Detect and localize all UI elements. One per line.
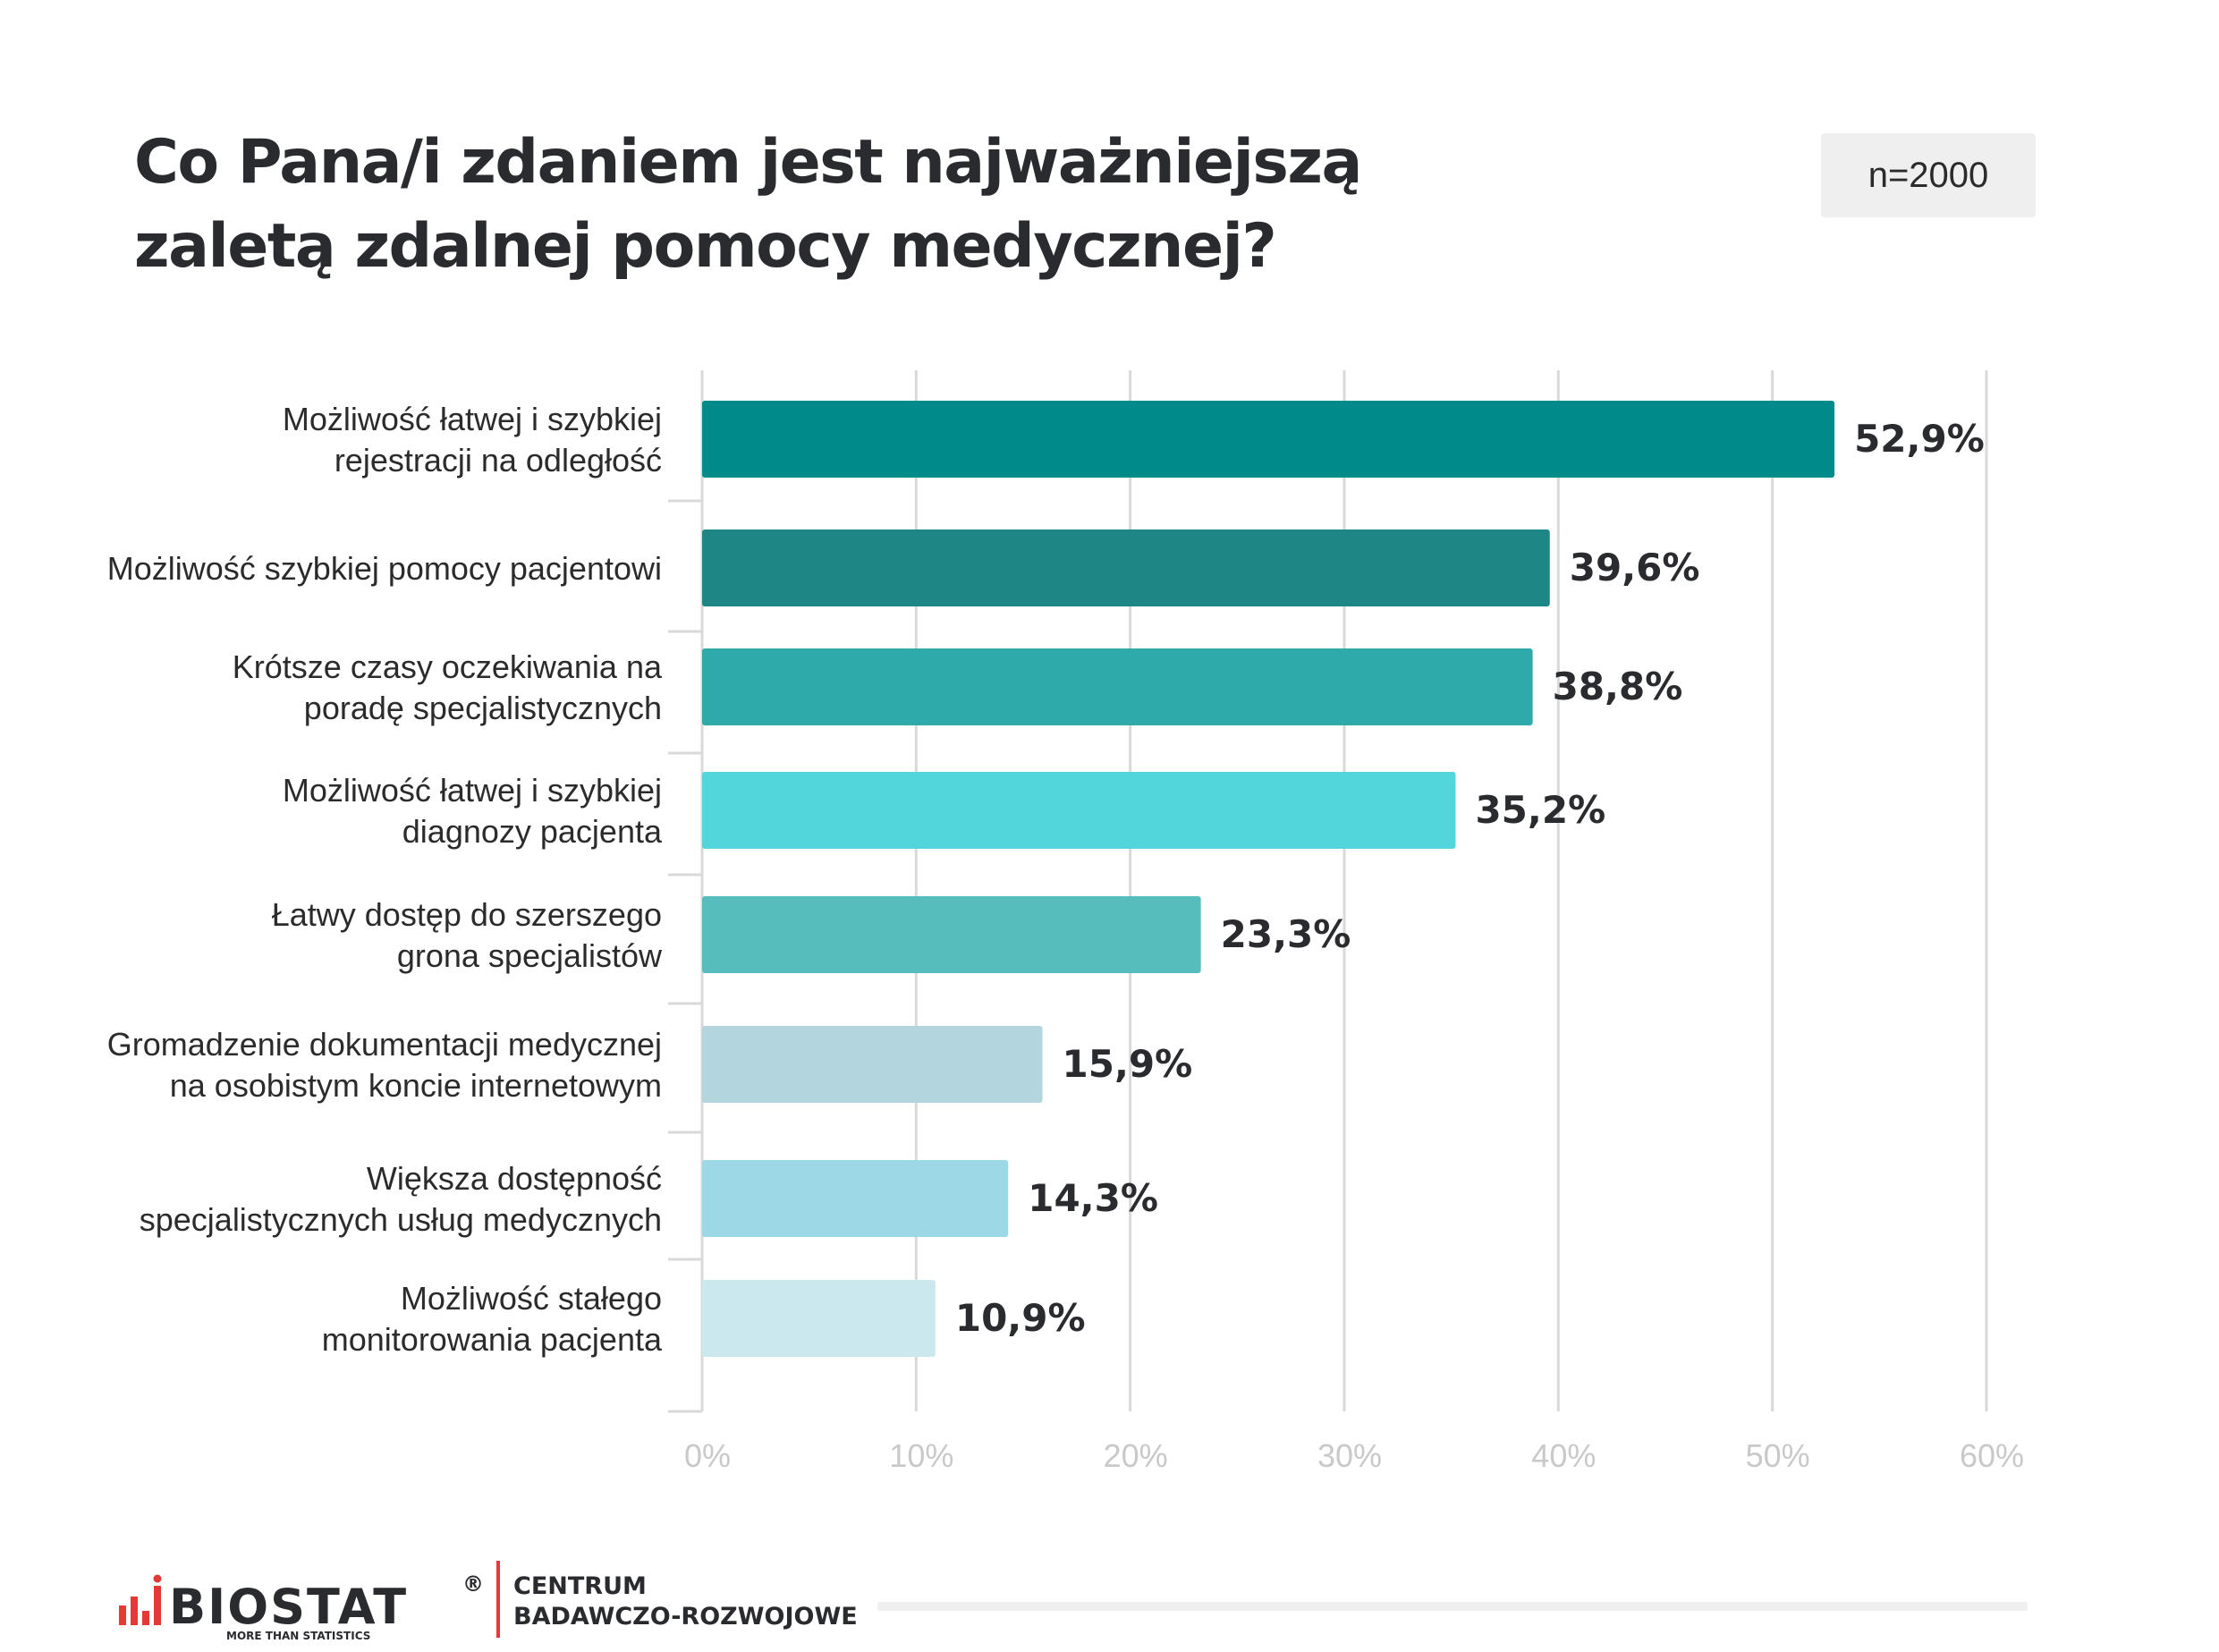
x-tick-label: 50% <box>1746 1437 1810 1474</box>
category-label: monitorowania pacjenta <box>322 1321 663 1358</box>
bar <box>702 648 1533 725</box>
bar <box>702 1280 936 1357</box>
x-tick-label: 10% <box>889 1437 953 1474</box>
category-label: Gromadzenie dokumentacji medycznej <box>107 1026 662 1063</box>
x-tick-label: 30% <box>1317 1437 1382 1474</box>
category-label: Możliwość łatwej i szybkiej <box>283 401 662 437</box>
bar <box>702 1026 1043 1103</box>
bar-value-label: 52,9% <box>1854 417 1985 461</box>
sample-size-badge: n=2000 <box>1821 133 2036 217</box>
logo-registered-mark: ® <box>462 1572 484 1597</box>
logo-bars-icon <box>119 1574 162 1625</box>
footer-rule <box>877 1602 2028 1611</box>
footer-divider <box>496 1561 500 1638</box>
division-line-2: BADAWCZO-ROZWOJOWE <box>513 1603 858 1631</box>
x-tick-label: 60% <box>1960 1437 2024 1474</box>
division-name: CENTRUM BADAWCZO-ROZWOJOWE <box>513 1572 858 1632</box>
bar-value-label: 14,3% <box>1028 1176 1158 1220</box>
category-label: Większa dostępność <box>367 1160 662 1197</box>
category-label: Łatwy dostęp do szerszego <box>272 896 662 933</box>
bar-value-label: 10,9% <box>955 1296 1086 1340</box>
category-label: Możliwość łatwej i szybkiej <box>283 772 662 809</box>
x-tick-label: 40% <box>1531 1437 1596 1474</box>
category-label: diagnozy pacjenta <box>402 813 663 850</box>
sample-size-text: n=2000 <box>1868 155 1989 195</box>
chart-title-line-1: Co Pana/i zdaniem jest najważniejszą <box>134 127 1362 198</box>
biostat-logo: BIOSTAT ® MORE THAN STATISTICS <box>119 1572 484 1641</box>
division-line-1: CENTRUM <box>513 1572 647 1600</box>
bar-value-label: 15,9% <box>1063 1042 1193 1086</box>
category-label: Możliwość stałego <box>401 1280 662 1317</box>
logo-tagline: MORE THAN STATISTICS <box>226 1630 370 1641</box>
chart-title: Co Pana/i zdaniem jest najważniejszą zal… <box>134 121 1386 289</box>
category-label: na osobistym koncie internetowym <box>170 1067 662 1104</box>
category-label: Krótsze czasy oczekiwania na <box>233 648 663 685</box>
category-label: Możliwość szybkiej pomocy pacjentowi <box>107 550 662 587</box>
x-tick-label: 0% <box>684 1437 731 1474</box>
logo-wordmark: BIOSTAT <box>169 1579 408 1635</box>
bar <box>702 896 1201 973</box>
bar <box>702 401 1835 478</box>
category-label: grona specjalistów <box>397 937 663 974</box>
bar-value-label: 35,2% <box>1475 788 1605 832</box>
bar <box>702 772 1456 849</box>
bar-value-label: 23,3% <box>1221 912 1351 956</box>
bar-value-label: 39,6% <box>1570 546 1700 589</box>
bar-chart: 0% 10% 20% 30% 40% 50% 60% 52,9% Możliwość łatwe… <box>107 370 2024 1474</box>
bar <box>702 529 1550 606</box>
category-label: poradę specjalistycznych <box>304 690 662 726</box>
category-label: specjalistycznych usług medycznych <box>140 1201 662 1238</box>
category-label: rejestracji na odległość <box>335 442 662 479</box>
bar <box>702 1160 1009 1237</box>
x-tick-label: 20% <box>1104 1437 1168 1474</box>
bar-value-label: 38,8% <box>1553 665 1683 708</box>
chart-title-line-2: zaletą zdalnej pomocy medycznej? <box>134 211 1277 282</box>
